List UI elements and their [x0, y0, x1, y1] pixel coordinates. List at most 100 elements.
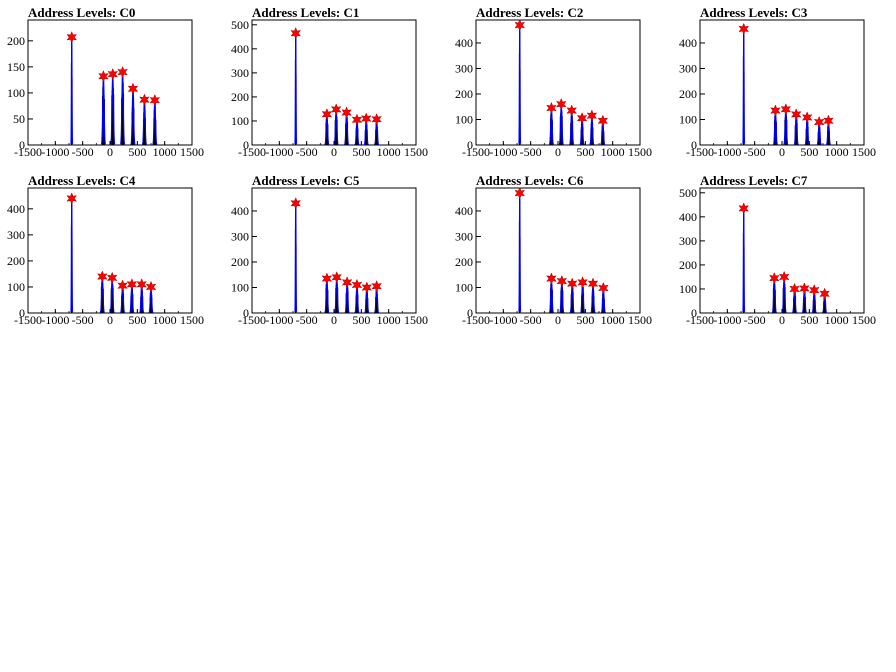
peak-group: [331, 271, 343, 313]
peak-marker: [555, 98, 567, 111]
chart-title: Address Levels: C6: [476, 173, 584, 188]
peak-marker: [321, 108, 333, 121]
peak-group: [290, 197, 302, 313]
peak-marker: [514, 18, 526, 32]
fit-curve: [70, 37, 74, 144]
peak-marker: [66, 31, 78, 44]
peak-marker: [566, 104, 578, 117]
peak-group: [780, 103, 792, 145]
x-tick-label: -1000: [265, 313, 293, 327]
peak-group: [321, 108, 333, 145]
peak-group: [587, 277, 599, 313]
y-tick-label: 300: [455, 61, 473, 75]
chart-panel: -1500 -1000 -500 0 500 1000 1500 0 100 200 300 400 A…: [448, 0, 672, 168]
fit-curve: [518, 193, 522, 312]
y-tick-label: 200: [455, 255, 473, 269]
peak-marker: [556, 274, 568, 288]
peak-marker: [371, 113, 382, 126]
chart-svg: -1500 -1000 -500 0 500 1000 1500 0 100 200 300 400: [455, 186, 652, 327]
x-tick-label: 0: [779, 313, 785, 327]
peak-marker: [139, 93, 150, 106]
x-tick-label: -500: [520, 313, 542, 327]
y-tick-label: 200: [231, 255, 249, 269]
peak-marker: [107, 67, 119, 81]
x-tick-label: -500: [296, 145, 318, 159]
plot-frame: [251, 19, 417, 146]
x-tick-label: 0: [779, 145, 785, 159]
peak-group: [566, 104, 578, 145]
fit-curve: [742, 208, 746, 312]
x-tick-label: 1500: [404, 145, 428, 159]
peak-marker: [341, 106, 352, 119]
chart-title: Address Levels: C4: [28, 173, 136, 188]
peak-marker: [790, 108, 802, 121]
chart-svg: -1500 -1000 -500 0 500 1000 1500 0 100 200 300 400: [679, 19, 876, 159]
peak-group: [546, 101, 557, 145]
y-tick-label: 0: [691, 138, 697, 152]
x-tick-label: 1000: [601, 313, 625, 327]
peak-marker: [126, 278, 138, 291]
y-tick-label: 100: [231, 280, 249, 294]
chart-svg: -1500 -1000 -500 0 500 1000 1500 0 100 200 300 400 5…: [231, 18, 428, 159]
chart-title: Address Levels: C7: [700, 173, 808, 188]
peak-group: [107, 67, 119, 145]
fit-curve: [70, 198, 74, 312]
peak-marker: [819, 287, 830, 300]
x-tick-label: 1500: [628, 145, 652, 159]
x-tick-label: -500: [72, 145, 94, 159]
peak-group: [127, 82, 139, 145]
x-tick-label: -1000: [41, 313, 69, 327]
peak-marker: [127, 82, 139, 95]
peak-group: [566, 277, 578, 313]
x-tick-label: 500: [576, 145, 594, 159]
peak-group: [770, 104, 781, 145]
peak-marker: [546, 101, 557, 115]
y-tick-label: 100: [7, 280, 25, 294]
x-tick-label: -1500: [686, 145, 714, 159]
peak-marker: [789, 282, 800, 296]
plot-frame: [699, 19, 865, 146]
x-tick-label: 500: [128, 313, 146, 327]
y-tick-label: 100: [231, 114, 249, 128]
plot-frame: [27, 19, 193, 146]
fit-curve: [294, 33, 298, 144]
chart-panel: -1500 -1000 -500 0 500 1000 1500 0 100 200 300 400 A…: [0, 168, 224, 336]
peak-group: [738, 202, 750, 313]
y-tick-label: 300: [231, 66, 249, 80]
x-tick-label: -1500: [686, 313, 714, 327]
peak-group: [136, 278, 148, 313]
plot-frame: [251, 187, 417, 314]
peak-marker: [813, 115, 825, 129]
x-tick-label: 1500: [404, 313, 428, 327]
peak-group: [66, 31, 78, 145]
y-tick-label: 300: [679, 61, 697, 75]
x-tick-label: -500: [72, 313, 94, 327]
x-tick-label: 1000: [153, 313, 177, 327]
peak-marker: [331, 271, 343, 284]
x-tick-label: 0: [555, 313, 561, 327]
chart-panel: -1500 -1000 -500 0 500 1000 1500 0 50 100 150 200 Ad…: [0, 0, 224, 168]
peak-group: [290, 27, 302, 145]
peak-group: [586, 109, 598, 145]
x-tick-label: -1000: [265, 145, 293, 159]
chart-panel: -1500 -1000 -500 0 500 1000 1500 0 100 200 300 400 A…: [672, 0, 896, 168]
x-tick-label: 0: [107, 145, 113, 159]
y-tick-label: 400: [679, 36, 697, 50]
peak-marker: [341, 276, 353, 289]
peak-group: [597, 114, 609, 146]
peak-group: [514, 18, 526, 145]
peak-marker: [586, 109, 598, 122]
x-tick-label: -1000: [713, 313, 741, 327]
x-tick-label: 0: [331, 145, 337, 159]
x-tick-label: 0: [555, 145, 561, 159]
peak-group: [145, 280, 157, 314]
x-tick-label: -1500: [462, 313, 490, 327]
peak-marker: [371, 280, 382, 293]
peak-group: [117, 279, 128, 313]
peak-marker: [597, 114, 609, 127]
y-tick-label: 300: [231, 229, 249, 243]
peak-marker: [290, 27, 302, 40]
chart-panel: -1500 -1000 -500 0 500 1000 1500 0 100 200 300 400 5…: [224, 0, 448, 168]
y-tick-label: 400: [7, 202, 25, 216]
